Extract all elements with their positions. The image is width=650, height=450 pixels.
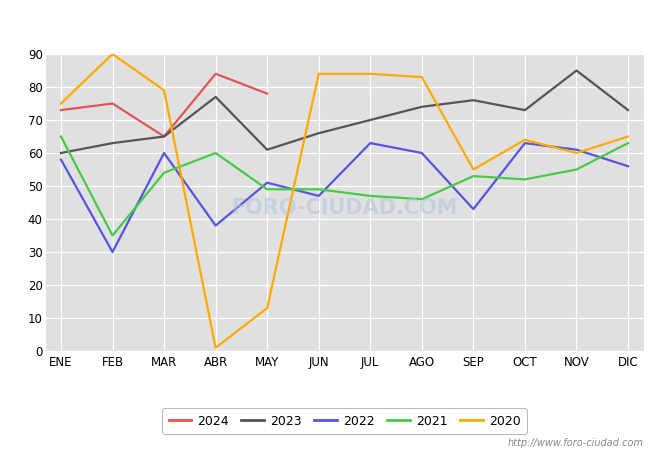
Line: 2022: 2022 <box>61 143 628 252</box>
2023 <box>212 94 220 99</box>
2020 <box>160 88 168 93</box>
Line: 2024: 2024 <box>61 74 267 136</box>
2020 <box>418 74 426 80</box>
Text: FORO-CIUDAD.COM: FORO-CIUDAD.COM <box>231 198 458 218</box>
2021 <box>573 167 580 172</box>
2022 <box>521 140 529 146</box>
2023 <box>624 108 632 113</box>
2023 <box>418 104 426 109</box>
2022 <box>315 193 322 198</box>
2024 <box>263 91 271 96</box>
Line: 2023: 2023 <box>61 71 628 153</box>
2020 <box>624 134 632 139</box>
2020 <box>367 71 374 76</box>
Text: Matriculaciones de Vehiculos en Los Realejos: Matriculaciones de Vehiculos en Los Real… <box>122 11 528 29</box>
2022 <box>160 150 168 156</box>
2024 <box>109 101 116 106</box>
2021 <box>57 134 65 139</box>
2022 <box>573 147 580 153</box>
Text: http://www.foro-ciudad.com: http://www.foro-ciudad.com <box>508 438 644 448</box>
2022 <box>263 180 271 185</box>
2023 <box>160 134 168 139</box>
Legend: 2024, 2023, 2022, 2021, 2020: 2024, 2023, 2022, 2021, 2020 <box>162 408 526 434</box>
2022 <box>469 207 477 212</box>
2021 <box>418 197 426 202</box>
Line: 2021: 2021 <box>61 136 628 235</box>
2020 <box>573 150 580 156</box>
2021 <box>469 173 477 179</box>
2021 <box>160 170 168 176</box>
2023 <box>263 147 271 153</box>
2024 <box>212 71 220 76</box>
2022 <box>624 163 632 169</box>
2022 <box>57 157 65 162</box>
2020 <box>263 306 271 311</box>
2020 <box>469 167 477 172</box>
2020 <box>315 71 322 76</box>
2023 <box>521 108 529 113</box>
2020 <box>57 101 65 106</box>
2023 <box>573 68 580 73</box>
2020 <box>212 345 220 351</box>
2023 <box>109 140 116 146</box>
2024 <box>57 108 65 113</box>
2022 <box>212 223 220 228</box>
2021 <box>263 187 271 192</box>
2021 <box>212 150 220 156</box>
2020 <box>521 137 529 143</box>
Line: 2020: 2020 <box>61 54 628 348</box>
2023 <box>367 117 374 123</box>
2022 <box>109 249 116 255</box>
2021 <box>315 187 322 192</box>
2023 <box>315 130 322 136</box>
2023 <box>469 98 477 103</box>
2021 <box>109 233 116 238</box>
2022 <box>418 150 426 156</box>
2021 <box>521 177 529 182</box>
2021 <box>367 193 374 198</box>
2023 <box>57 150 65 156</box>
2021 <box>624 140 632 146</box>
2020 <box>109 51 116 57</box>
2022 <box>367 140 374 146</box>
2024 <box>160 134 168 139</box>
